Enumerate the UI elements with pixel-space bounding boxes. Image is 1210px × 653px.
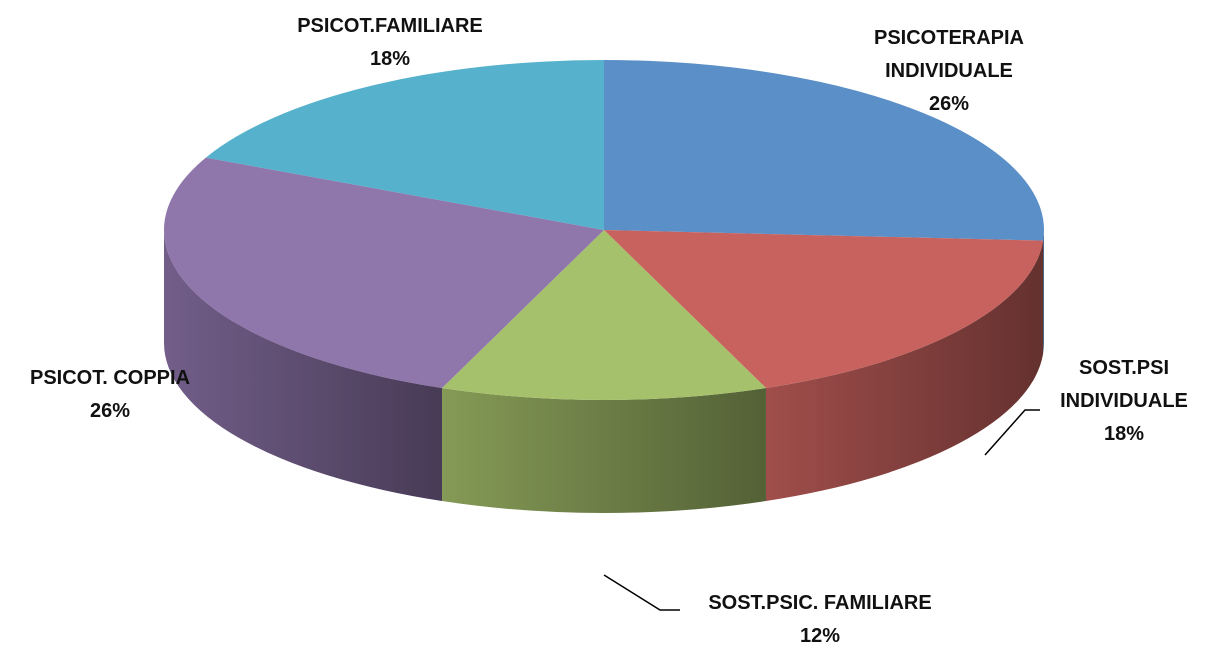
leader-line bbox=[984, 409, 1040, 456]
pie-slice-side bbox=[765, 240, 1044, 502]
value-label: 26% bbox=[928, 93, 970, 115]
value-label: 18% bbox=[369, 48, 411, 70]
category-label: PSICOT. COPPIA bbox=[29, 367, 191, 389]
value-label: 12% bbox=[799, 625, 841, 647]
category-label: SOST.PSIC. FAMILIARE bbox=[708, 592, 932, 614]
category-label: SOST.PSI INDIVIDUALE bbox=[1060, 357, 1188, 412]
pie-slice bbox=[163, 157, 604, 389]
value-label: 26% bbox=[89, 400, 131, 422]
value-label: 18% bbox=[1103, 423, 1145, 445]
slice-label: PSICOTERAPIA INDIVIDUALE 26% bbox=[834, 22, 1064, 121]
pie-slice-side bbox=[164, 230, 443, 502]
slice-label: PSICOT.FAMILIARE 18% bbox=[240, 10, 540, 76]
slice-label: PSICOT. COPPIA 26% bbox=[0, 362, 230, 428]
category-label: PSICOTERAPIA INDIVIDUALE bbox=[873, 27, 1025, 82]
pie-slice bbox=[442, 230, 766, 400]
slice-label: SOST.PSI INDIVIDUALE 18% bbox=[1044, 352, 1204, 451]
leader-line bbox=[603, 574, 680, 611]
pie-tops bbox=[163, 60, 1044, 400]
pie-slice bbox=[205, 60, 604, 230]
pie-slice bbox=[604, 60, 1044, 241]
pie-slice bbox=[604, 230, 1044, 389]
category-label: PSICOT.FAMILIARE bbox=[297, 15, 483, 37]
slice-label: SOST.PSIC. FAMILIARE 12% bbox=[650, 587, 990, 653]
pie-slice-side bbox=[442, 388, 766, 513]
pie-slice-side bbox=[1043, 230, 1044, 354]
pie-sides bbox=[164, 230, 1044, 513]
